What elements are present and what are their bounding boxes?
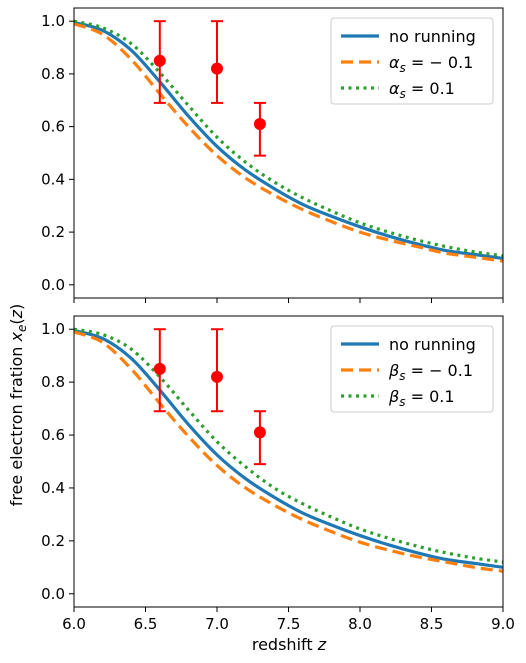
x-axis-label-var: z xyxy=(317,635,327,654)
data-marker xyxy=(253,426,266,439)
legend-label: αs = 0.1 xyxy=(389,79,455,101)
legend-label-text: no running xyxy=(389,27,476,46)
legend-item-1: no running xyxy=(341,335,476,354)
legend-item-2: αs = − 0.1 xyxy=(341,53,473,75)
legend-label: βs = 0.1 xyxy=(388,387,455,409)
data-marker xyxy=(211,370,223,383)
y-axis-label-paren-open: ( xyxy=(7,318,26,324)
y-axis-label-var: x xyxy=(7,331,26,342)
data-marker xyxy=(153,54,166,67)
series-line-1 xyxy=(74,20,503,261)
legend-item-3: αs = 0.1 xyxy=(341,79,455,101)
data-marker xyxy=(211,62,223,75)
y-tick-label: 0.2 xyxy=(41,223,65,241)
x-axis-label-text: redshift xyxy=(252,635,318,654)
y-tick-label: 0.0 xyxy=(41,276,65,294)
x-tick-label: 7.5 xyxy=(277,615,301,633)
y-axis-label: free electron fration xe(z) xyxy=(7,304,29,507)
y-tick-label: 0.4 xyxy=(41,479,65,497)
legend-item-1: no running xyxy=(341,27,476,46)
series-line-1 xyxy=(74,328,503,569)
legend-item-3: βs = 0.1 xyxy=(341,387,455,409)
legend-label-var: β xyxy=(388,361,399,380)
legend-label-rhs: = − 0.1 xyxy=(405,361,473,380)
bottom-panel: 0.0 0.2 0.4 0.6 0.8 1.0 6.0 6.5 7.0 7.5 8.0 8.5 9.0 n… xyxy=(41,315,515,633)
legend-label-sub: s xyxy=(400,61,406,75)
series-line-2 xyxy=(74,330,503,573)
legend-label-rhs: = 0.1 xyxy=(405,387,454,406)
data-point-2 xyxy=(211,328,223,413)
data-point-2 xyxy=(211,20,223,104)
y-tick-label: 0.6 xyxy=(41,426,65,444)
legend-box xyxy=(330,17,494,105)
legend-label: αs = − 0.1 xyxy=(389,53,473,75)
plot-area xyxy=(74,19,503,263)
legend-label-var: β xyxy=(388,387,399,406)
legend-label-rhs: = − 0.1 xyxy=(406,53,474,72)
legend-box xyxy=(330,325,494,413)
series-line-3 xyxy=(74,327,503,564)
x-tick-label: 6.5 xyxy=(134,615,158,633)
legend-label-sub: s xyxy=(400,87,406,101)
legend-label: βs = − 0.1 xyxy=(388,361,473,383)
x-tick-label: 8.0 xyxy=(348,615,372,633)
y-tick-label: 0.6 xyxy=(41,118,65,136)
legend-label-rhs: = 0.1 xyxy=(406,79,455,98)
x-axis-label: redshift z xyxy=(252,635,327,654)
data-point-3 xyxy=(253,101,266,157)
series-line-2 xyxy=(74,22,503,263)
series-line-3 xyxy=(74,19,503,258)
y-tick-label: 0.0 xyxy=(41,585,65,603)
y-tick-label: 1.0 xyxy=(41,320,65,338)
x-tick-label: 9.0 xyxy=(491,615,515,633)
data-marker xyxy=(153,362,166,375)
legend-label-sub: s xyxy=(399,395,405,409)
y-axis-label-text: free electron fration xyxy=(7,341,26,506)
y-axis-label-sub: e xyxy=(15,325,29,332)
legend-label-var: α xyxy=(389,79,400,98)
legend-label-sub: s xyxy=(399,369,405,383)
y-tick-label: 0.8 xyxy=(41,65,65,83)
x-tick-label: 8.5 xyxy=(420,615,444,633)
x-tick-label: 7.0 xyxy=(205,615,229,633)
legend-label-var: α xyxy=(389,53,400,72)
y-tick-label: 0.8 xyxy=(41,373,65,391)
legend-label-text: no running xyxy=(389,335,476,354)
y-axis-label-paren-var: z xyxy=(7,309,26,319)
y-axis-label-paren-close: ) xyxy=(7,304,26,310)
y-tick-label: 1.0 xyxy=(41,12,65,30)
data-marker xyxy=(253,118,266,130)
plot-area xyxy=(74,327,503,573)
x-tick-label: 6.0 xyxy=(62,615,86,633)
data-point-1 xyxy=(153,328,166,413)
data-point-1 xyxy=(153,20,166,104)
y-tick-label: 0.2 xyxy=(41,532,65,550)
legend-item-2: βs = − 0.1 xyxy=(341,361,473,383)
y-tick-label: 0.4 xyxy=(41,170,65,188)
legend-label: no running xyxy=(389,335,476,354)
data-point-3 xyxy=(253,410,266,466)
legend-label: no running xyxy=(389,27,476,46)
